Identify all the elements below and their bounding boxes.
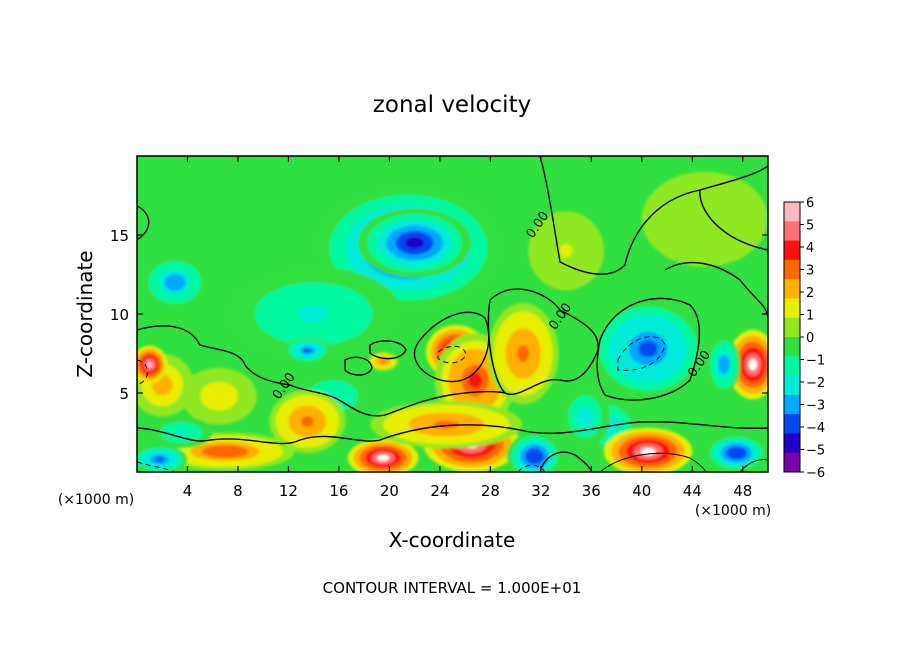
contour-zero-upper	[539, 156, 768, 275]
colorbar-tick-label-1: 5	[806, 219, 814, 234]
colorbar-swatch-13	[784, 452, 800, 473]
field-blob-6-5	[694, 211, 716, 228]
contour-zero-blob-b	[487, 288, 599, 395]
contour-dash-c	[137, 359, 148, 386]
contour-zero-bottom	[137, 421, 768, 445]
contour-zero-small-a	[344, 356, 373, 376]
field-blob-28-5	[529, 452, 540, 461]
y-axis: 5 10 15	[110, 227, 768, 403]
field-blob-15-5	[638, 340, 658, 358]
field-blob-17-5	[721, 359, 727, 370]
x-tick-label-2: 12	[279, 482, 298, 500]
field-blob-21-5	[301, 416, 314, 427]
y-tick-label-2: 15	[110, 227, 129, 245]
x-tick-label-8: 36	[582, 482, 601, 500]
colorbar-swatch-6	[784, 317, 800, 338]
field-blob-1-5	[405, 237, 425, 249]
field-blob-9-5	[212, 391, 226, 401]
contour-zero-left	[137, 205, 150, 241]
colorbar-tick-label-2: 4	[806, 241, 814, 256]
contour-zero-small-b	[369, 340, 407, 360]
contour-thin-f	[599, 452, 707, 472]
chart-title: zonal velocity	[373, 92, 531, 118]
field-blob-23-5	[155, 457, 165, 462]
y-tick-label-1: 10	[110, 306, 129, 324]
field-blob-32-5	[580, 411, 590, 423]
x-tick-label-5: 24	[430, 482, 449, 500]
field-blob-24-5	[175, 429, 187, 436]
colorbar-tick-label-12: −6	[806, 466, 825, 481]
colorbar-swatch-0	[784, 202, 800, 222]
colorbar-tick-label-11: −5	[806, 444, 825, 459]
contour-zero-mid	[137, 325, 331, 397]
x-axis-label: X-coordinate	[389, 528, 516, 552]
colorbar-tick-label-9: −3	[806, 399, 825, 414]
colorbar-swatch-2	[784, 240, 800, 261]
field-blob-31-5	[731, 449, 742, 457]
contour-lines	[137, 156, 768, 472]
field-blob-13-5	[517, 345, 530, 362]
colorbar-tick-label-0: 6	[806, 196, 814, 211]
field-blob-25-5	[377, 454, 389, 461]
field-blob-7-5	[156, 379, 168, 391]
colorbar-tick-label-7: −1	[806, 354, 825, 369]
field-blob-16-5	[748, 358, 758, 371]
x-unit-right: (×1000 m)	[695, 503, 771, 519]
contour-dash-d	[137, 461, 176, 472]
contour-interval-note: CONTOUR INTERVAL = 1.000E+01	[323, 579, 582, 597]
field-blob-3-5	[299, 306, 329, 322]
field-blob-8-5	[146, 361, 153, 368]
contour-thin-g	[739, 459, 768, 472]
colorbar-swatch-11	[784, 414, 800, 434]
field-blob-22-5	[213, 448, 237, 455]
colorbar-swatch-9	[784, 375, 800, 396]
colorbar-swatch-3	[784, 259, 800, 280]
y-tick-label-0: 5	[119, 385, 129, 403]
x-axis: 4 8 12 16 20 24 28 32 36 40 44 48	[183, 156, 752, 500]
y-axis-label: Z-coordinate	[73, 250, 97, 377]
colorbar-swatch-4	[784, 279, 800, 299]
contour-zero-blob-a	[413, 311, 490, 383]
contour-zero-center	[329, 390, 506, 417]
contour-dash-a	[437, 345, 467, 364]
x-tick-label-10: 44	[683, 482, 702, 500]
x-tick-label-7: 32	[531, 482, 550, 500]
x-unit-left: (×1000 m)	[58, 492, 134, 508]
colorbar-swatch-1	[784, 221, 800, 241]
contour-zero-blob-c	[596, 297, 701, 401]
field-blob-2-5	[169, 278, 181, 287]
colorbar-swatch-8	[784, 356, 800, 376]
plot-area: 0.000.000.000.00	[137, 156, 768, 472]
colorbar-tick-label-10: −4	[806, 421, 825, 436]
contour-zero-blob-d	[664, 262, 768, 321]
x-tick-label-0: 4	[183, 482, 193, 500]
contour-dash-e	[517, 464, 546, 472]
colorbar-tick-label-5: 1	[806, 309, 814, 324]
colorbar-swatch-5	[784, 298, 800, 319]
x-tick-label-11: 48	[733, 482, 752, 500]
x-tick-label-1: 8	[233, 482, 243, 500]
colorbar-tick-label-3: 3	[806, 264, 814, 279]
x-tick-label-4: 20	[380, 482, 399, 500]
x-tick-label-9: 40	[632, 482, 651, 500]
colorbar-tick-label-6: 0	[806, 331, 814, 346]
field-blob-11-5	[468, 372, 482, 389]
colorbar: 6 5 4 3 2 1 0 −1 −2 −3 −4 −5 −6	[783, 196, 825, 481]
x-tick-label-3: 16	[329, 482, 348, 500]
colorbar-tick-label-8: −2	[806, 376, 825, 391]
field-blob-4-5	[303, 348, 312, 353]
contour-zero-right	[699, 189, 768, 251]
field-blob-5-5	[559, 244, 573, 258]
colorbar-swatch-7	[784, 337, 800, 357]
field-blob-18-5	[380, 359, 386, 363]
colorbar-swatch-12	[784, 433, 800, 454]
contour-dash-b	[617, 336, 666, 371]
contour-zero-bottom-b	[539, 451, 593, 472]
velocity-field	[137, 171, 768, 472]
colorbar-tick-label-4: 2	[806, 286, 814, 301]
colorbar-swatch-10	[784, 394, 800, 415]
x-tick-label-6: 28	[481, 482, 500, 500]
